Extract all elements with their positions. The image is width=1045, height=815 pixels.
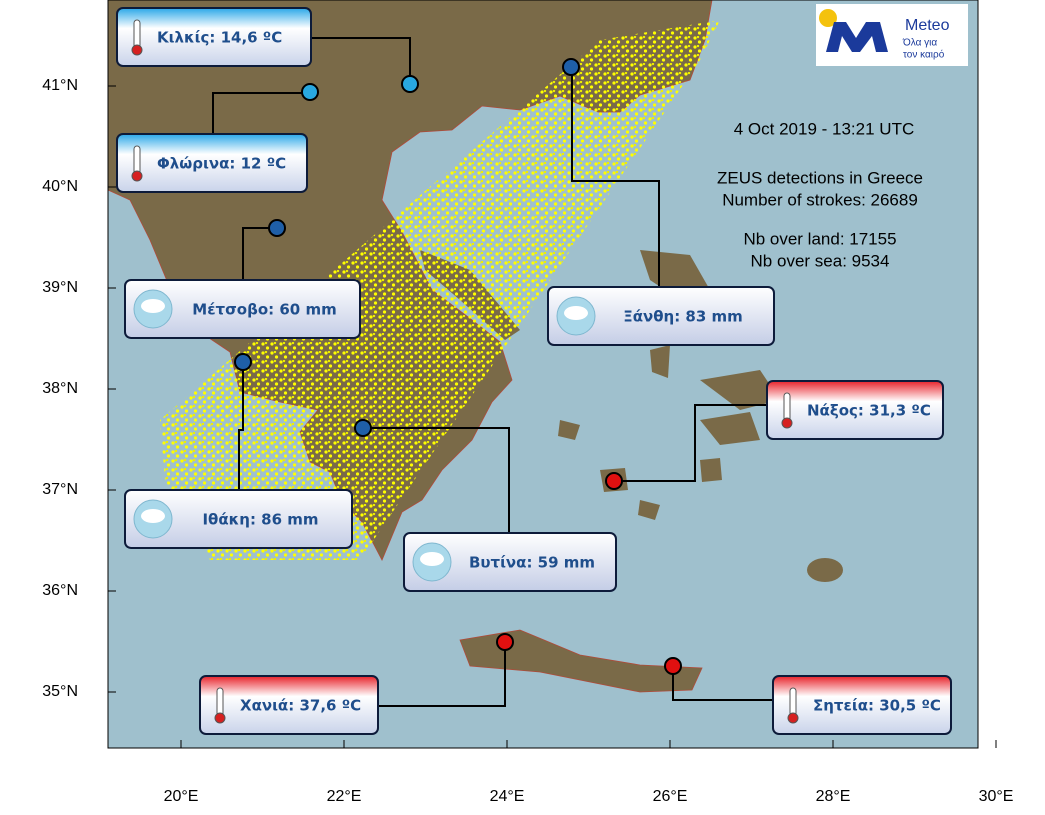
station-callout: Νάξος: 31,3 ºC <box>605 380 944 490</box>
callout-box <box>199 675 379 735</box>
cloud <box>420 552 444 566</box>
station-callout: Ξάνθη: 83 mm <box>547 58 775 346</box>
station-callout: Φλώρινα: 12 ºC <box>116 83 319 193</box>
thermometer-bulb <box>131 44 143 56</box>
y-tick-label: 38°N <box>42 380 78 397</box>
station-marker <box>401 75 419 93</box>
logo-sun <box>819 9 837 27</box>
frame <box>107 0 979 749</box>
station-marker <box>664 657 682 675</box>
station-label: Κιλκίς: 14,6 ºC <box>157 29 282 47</box>
station-marker <box>301 83 319 101</box>
connector <box>363 427 510 533</box>
y-tick-label: 35°N <box>42 683 78 700</box>
logo-tagline: Όλα για <box>902 38 937 49</box>
x-tick-label: 20°E <box>164 788 199 805</box>
connector <box>238 362 244 490</box>
station-callout: Χανιά: 37,6 ºC <box>199 633 514 735</box>
y-tick-label: 40°N <box>42 178 78 195</box>
cyclades <box>558 420 722 520</box>
info-land: Nb over land: 17155 <box>743 229 896 248</box>
station-callout: Κιλκίς: 14,6 ºC <box>116 7 419 93</box>
station-marker <box>605 472 623 490</box>
connector <box>242 227 277 280</box>
logo: Meteo Όλα για τον καιρό <box>816 4 968 66</box>
thermometer-icon <box>216 687 224 717</box>
station-label: Ιθάκη: 86 mm <box>202 511 318 529</box>
callout-box <box>116 7 312 67</box>
station-marker <box>354 419 372 437</box>
turkey-coast <box>700 370 780 410</box>
y-tick-label: 37°N <box>42 481 78 498</box>
x-tick-label: 24°E <box>490 788 525 805</box>
station-marker <box>496 633 514 651</box>
connector <box>378 642 506 707</box>
station-marker <box>234 353 252 371</box>
thermometer-bulb <box>787 712 799 724</box>
cloud <box>141 509 165 523</box>
connector <box>311 37 411 84</box>
callout-box <box>124 489 353 549</box>
station-label: Νάξος: 31,3 ºC <box>807 402 931 420</box>
connector <box>571 67 660 287</box>
thermometer-icon <box>789 687 797 717</box>
callout-box <box>124 279 361 339</box>
crete <box>459 629 703 693</box>
cloud <box>564 306 588 320</box>
axes: 20°E 22°E 24°E 26°E 28°E 30°E 41°N 40°N 39°N 38°N… <box>42 77 1013 805</box>
info-sea: Nb over sea: 9534 <box>751 251 890 270</box>
x-tick-label: 28°E <box>816 788 851 805</box>
connector <box>672 666 773 701</box>
station-callout: Βυτίνα: 59 mm <box>354 419 617 592</box>
callout-box <box>403 532 617 592</box>
thermometer-bulb <box>131 170 143 182</box>
timestamp: 4 Oct 2019 - 13:21 UTC <box>734 119 914 138</box>
thermometer-icon <box>783 392 791 422</box>
y-tick-label: 36°N <box>42 582 78 599</box>
thermometer-bulb <box>214 712 226 724</box>
y-tick-label: 41°N <box>42 77 78 94</box>
station-label: Σητεία: 30,5 ºC <box>813 697 941 715</box>
station-label: Μέτσοβο: 60 mm <box>192 301 336 319</box>
callouts: Κιλκίς: 14,6 ºC Φλώρινα: 12 ºC Μέτσοβο: 60… <box>116 7 952 735</box>
rhodes <box>807 558 843 582</box>
info-title: ZEUS detections in Greece <box>717 168 923 187</box>
station-callout: Ιθάκη: 86 mm <box>124 353 353 549</box>
callout-box <box>116 133 308 193</box>
info-strokes: Number of strokes: 26689 <box>722 190 918 209</box>
logo-name: Meteo <box>905 17 950 34</box>
station-callout: Μέτσοβο: 60 mm <box>124 219 361 339</box>
info-panel: 4 Oct 2019 - 13:21 UTC ZEUS detections i… <box>717 119 923 270</box>
station-label: Βυτίνα: 59 mm <box>469 554 595 572</box>
thermometer-icon <box>133 145 141 175</box>
callout-box <box>547 286 775 346</box>
thermometer-icon <box>133 19 141 49</box>
station-marker <box>562 58 580 76</box>
thermometer-bulb <box>781 417 793 429</box>
lightning-band <box>160 20 720 560</box>
logo-tagline: τον καιρό <box>903 49 945 61</box>
x-tick-label: 22°E <box>327 788 362 805</box>
cloud <box>141 299 165 313</box>
map-area <box>107 0 979 749</box>
callout-box <box>772 675 952 735</box>
station-label: Φλώρινα: 12 ºC <box>157 155 286 173</box>
station-label: Ξάνθη: 83 mm <box>623 308 743 326</box>
connector <box>614 404 767 482</box>
x-tick-label: 26°E <box>653 788 688 805</box>
station-marker <box>268 219 286 237</box>
station-callout: Σητεία: 30,5 ºC <box>664 657 952 735</box>
logo-mark <box>826 22 888 52</box>
x-tick-label: 30°E <box>979 788 1014 805</box>
y-tick-label: 39°N <box>42 279 78 296</box>
callout-box <box>766 380 944 440</box>
connector <box>212 92 310 134</box>
station-label: Χανιά: 37,6 ºC <box>240 697 361 715</box>
